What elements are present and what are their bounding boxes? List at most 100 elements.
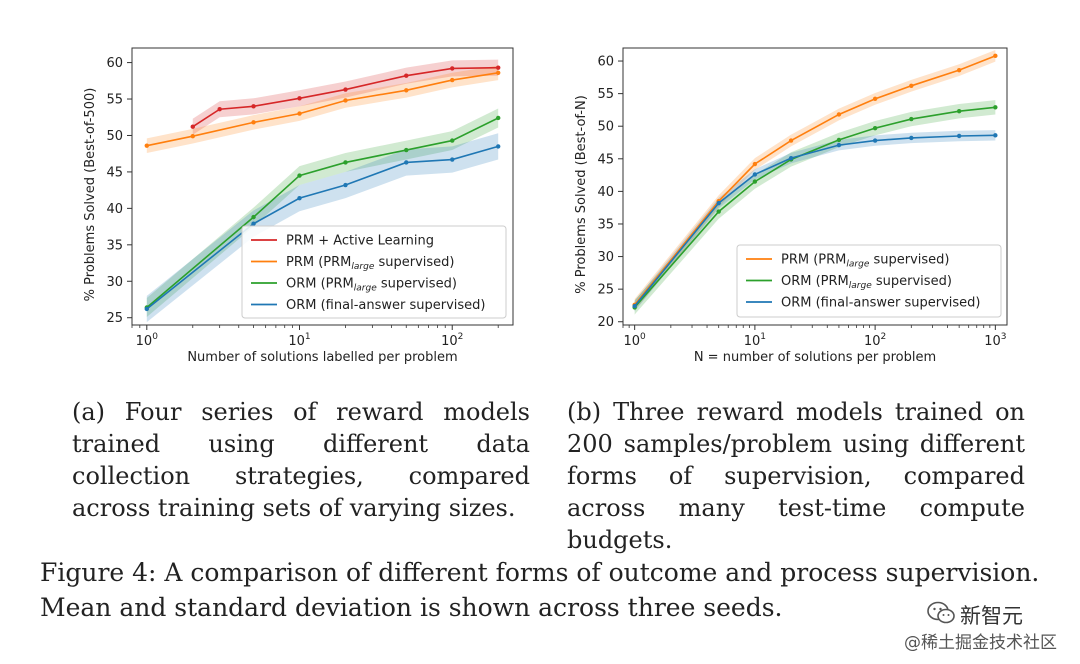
series-red-line [192,66,499,128]
legend-label-red: PRM + Active Learning [286,234,434,249]
series-green-point [404,147,409,153]
y-tick-label: 60 [106,56,123,71]
series-orange-point [993,53,998,59]
y-tick-label: 35 [106,238,123,253]
wechat-icon [927,601,955,624]
series-green-point [909,116,914,122]
series-orange-point [872,96,878,102]
series-green-point [956,109,962,114]
series-orange-point [909,83,914,89]
series-green-point [297,173,302,178]
series-blue-point [496,144,501,149]
series-orange-point [251,120,256,125]
y-tick-label: 30 [106,275,123,290]
series-orange-line [146,71,499,147]
y-axis-label: % Problems Solved (Best-of-N) [574,95,589,294]
x-tick-label: 101 [744,332,766,349]
watermark-source: @稀土掘金技术社区 [904,633,1057,653]
series-green-point [450,138,455,143]
y-tick-label: 60 [597,55,614,70]
series-orange-point [297,111,302,116]
legend-label-orange: PRM (PRMlarge supervised) [286,255,455,272]
series-blue-point [450,157,455,162]
plot-frame [622,47,1008,326]
series-red-point [343,87,348,92]
series-red-point [190,124,195,129]
series-green-point [752,179,758,184]
series-green-point [251,214,256,220]
figure-charts: 100 101 102 25 30 35 40 45 50 55 60 Number of solut… [83,47,1008,365]
y-axis-label: % Problems Solved (Best-of-500) [83,88,98,302]
series-green-point [343,160,348,165]
series-red-point [404,73,409,78]
chart-b: 100 101 102 103 20 25 30 35 40 45 50 55 60 N = number… [574,47,1008,365]
series-blue-point [144,306,149,312]
series-red-point [251,104,256,109]
y-tick-label: 40 [106,202,123,217]
series-orange-point [752,161,758,167]
series-orange-point [144,143,149,148]
series-blue-point [788,155,794,161]
series-orange-point [496,70,501,75]
y-tick-label: 35 [597,217,614,232]
watermark: 新智元 @稀土掘金技术社区 [900,598,1070,656]
caption-b-text: (b) Three reward models trained on 200 s… [567,398,1025,554]
caption-a-text: (a) Four series of reward models trained… [72,398,530,522]
x-tick-label: 103 [984,332,1006,349]
y-tick-label: 25 [106,311,123,326]
caption-a: (a) Four series of reward models trained… [72,396,530,524]
series-orange-point [343,98,348,103]
y-tick-label: 55 [597,87,614,102]
legend-label-green: ORM (PRMlarge supervised) [781,274,952,291]
legend-label-blue: ORM (final-answer supervised) [781,296,980,311]
series-blue-point [716,200,721,206]
series-green-point [836,137,842,143]
series-blue-point [404,160,409,165]
legend-box [241,225,507,319]
legend: PRM (PRMlarge supervised) ORM (PRMlarge s… [736,244,1002,318]
series-orange-point [190,134,195,139]
series-red-point [217,107,222,112]
y-tick-label: 45 [597,152,614,167]
x-tick-label: 100 [136,332,159,349]
y-tick-label: 30 [597,250,614,265]
series-orange-band [146,65,499,153]
x-tick-label: 100 [624,332,647,349]
legend-label-orange: PRM (PRMlarge supervised) [781,253,950,270]
series-red-point [450,66,455,71]
series-red-point [297,96,302,101]
y-tick-label: 50 [106,129,123,144]
series-green-point [872,125,878,131]
series-blue-band [146,133,499,323]
series-green-point [716,209,721,214]
y-tick-label: 40 [597,185,614,200]
series-blue-point [752,172,758,177]
series-red-point [496,65,501,70]
legend-box [736,244,1002,318]
series-orange-point [404,88,409,93]
y-tick-label: 50 [597,120,614,135]
series-red-band [192,59,499,135]
x-tick-label: 102 [864,332,886,349]
y-tick-label: 45 [106,165,123,180]
chart-a: 100 101 102 25 30 35 40 45 50 55 60 Number of solut… [83,47,514,365]
caption-b: (b) Three reward models trained on 200 s… [567,396,1025,556]
x-axis-label: Number of solutions labelled per problem [187,350,457,365]
y-tick-label: 55 [106,93,123,108]
series-orange-point [788,138,794,143]
legend-label-blue: ORM (final-answer supervised) [286,298,485,313]
series-green-point [993,105,998,110]
series-blue-point [297,195,302,201]
series-green-band [634,100,996,315]
y-tick-label: 25 [597,283,614,298]
series-blue-point [632,303,637,309]
series-green-point [496,115,501,121]
x-axis-label: N = number of solutions per problem [694,350,936,365]
legend: PRM + Active Learning PRM (PRMlarge super… [241,225,507,319]
series-orange-point [450,77,455,83]
series-blue-point [993,133,998,138]
series-blue-point [956,133,962,139]
y-tick-label: 20 [597,315,614,330]
plot-frame [131,47,514,326]
legend-label-green: ORM (PRMlarge supervised) [286,277,457,294]
